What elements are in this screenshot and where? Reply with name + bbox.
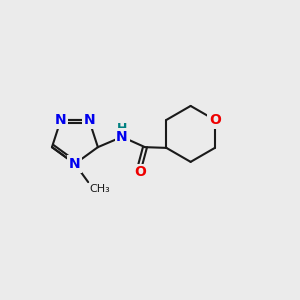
Text: CH₃: CH₃ [90, 184, 110, 194]
Text: N: N [83, 113, 95, 127]
Text: O: O [134, 165, 146, 179]
Text: N: N [69, 157, 81, 171]
Text: H: H [117, 122, 127, 135]
Text: N: N [116, 130, 128, 144]
Text: O: O [209, 113, 221, 127]
Text: N: N [55, 113, 67, 127]
